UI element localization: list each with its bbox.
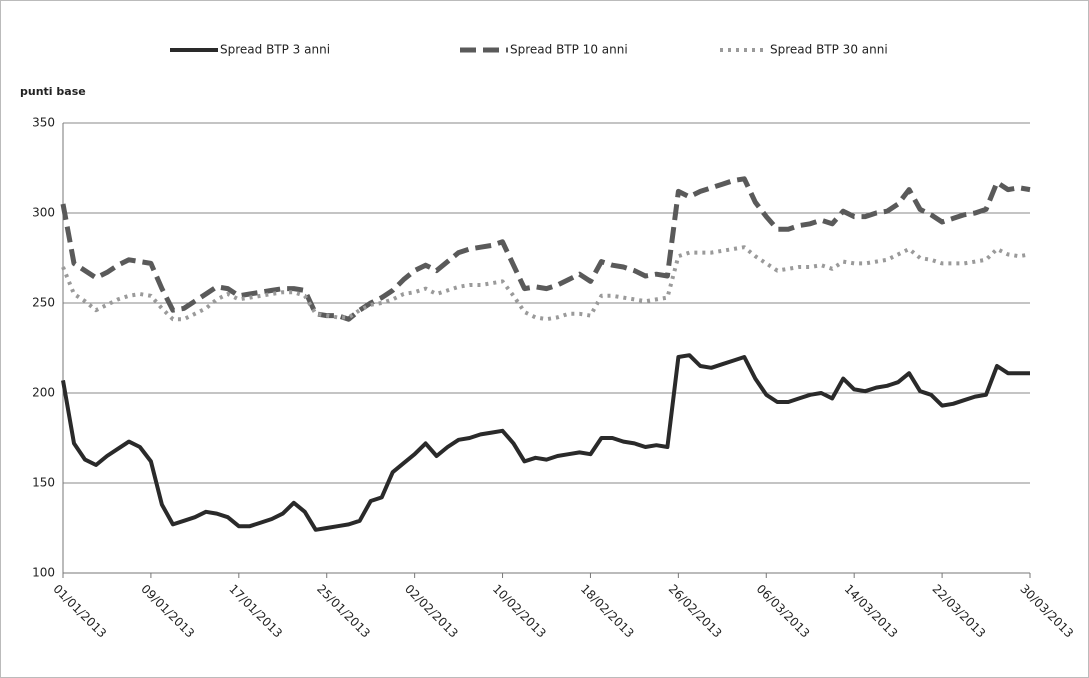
y-tick-label: 250 (32, 296, 55, 310)
legend-label: Spread BTP 10 anni (510, 43, 628, 57)
y-tick-label: 300 (32, 206, 55, 220)
series-line (61, 245, 1031, 322)
y-tick-label: 350 (32, 116, 55, 130)
series-line (61, 353, 1030, 532)
y-tick-label: 100 (32, 566, 55, 580)
legend-label: Spread BTP 3 anni (220, 43, 330, 57)
series-line (60, 176, 1031, 322)
y-tick-label: 150 (32, 476, 55, 490)
legend-label: Spread BTP 30 anni (770, 43, 888, 57)
y-tick-label: 200 (32, 386, 55, 400)
y-axis-label: punti base (20, 85, 86, 98)
